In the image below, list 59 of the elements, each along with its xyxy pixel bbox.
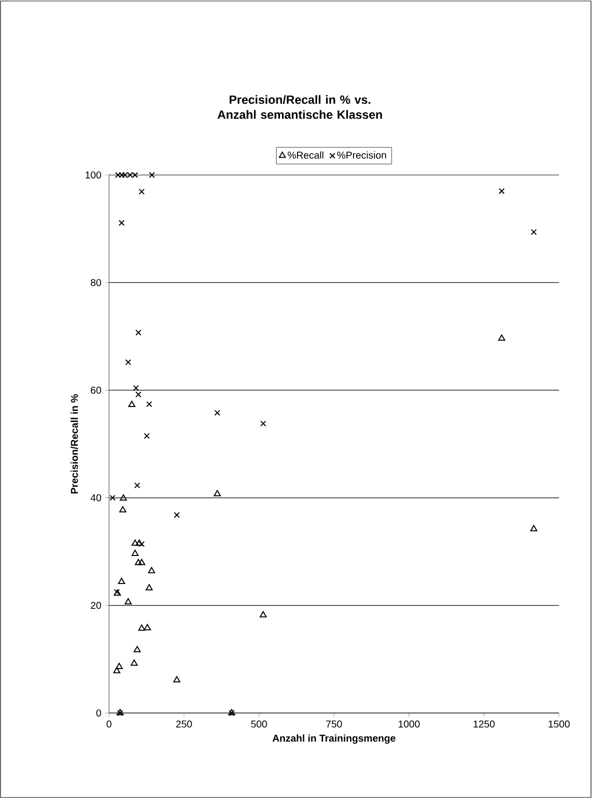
point bbox=[130, 659, 138, 666]
x-tick-label: 0 bbox=[106, 720, 112, 728]
x-tick-label: 500 bbox=[251, 720, 267, 728]
point bbox=[116, 662, 123, 669]
y-tick-label: 100 bbox=[86, 171, 102, 179]
point bbox=[260, 611, 267, 618]
point bbox=[498, 188, 505, 194]
point bbox=[498, 334, 506, 341]
point bbox=[118, 172, 125, 178]
y-tick-label: 0 bbox=[96, 709, 102, 717]
legend-label: %Precision bbox=[337, 151, 386, 159]
point bbox=[110, 494, 116, 501]
point bbox=[133, 385, 139, 392]
y-tick-label: 60 bbox=[90, 386, 102, 394]
point bbox=[260, 420, 266, 427]
y-tick-label: 80 bbox=[90, 279, 102, 286]
x-tick-label: 1250 bbox=[474, 720, 495, 728]
point bbox=[136, 540, 143, 546]
point bbox=[530, 524, 538, 532]
point bbox=[138, 541, 145, 548]
y-tick-label: 20 bbox=[90, 602, 102, 609]
point bbox=[148, 172, 155, 178]
point bbox=[120, 494, 127, 501]
legend-label: %Recall bbox=[288, 151, 324, 159]
point bbox=[132, 550, 139, 556]
point bbox=[118, 220, 125, 226]
x-tick-label: 750 bbox=[326, 720, 342, 728]
x-tick-label: 1000 bbox=[398, 720, 420, 728]
point bbox=[138, 188, 145, 195]
point bbox=[135, 392, 142, 398]
y-axis-title: Precision/Recall in % bbox=[70, 394, 78, 494]
point bbox=[530, 229, 537, 235]
point bbox=[125, 359, 132, 366]
point bbox=[119, 506, 126, 512]
point bbox=[113, 667, 120, 674]
point bbox=[118, 578, 126, 584]
point bbox=[138, 624, 146, 631]
x-axis-title: Anzahl in Trainingsmenge bbox=[272, 734, 396, 744]
y-tick-label: 40 bbox=[90, 494, 102, 502]
point bbox=[132, 540, 139, 546]
chart-title: Precision/Recall in % vs. Anzahl semantische Klassen bbox=[218, 95, 382, 119]
point bbox=[135, 330, 142, 336]
x-tick-label: 1500 bbox=[548, 720, 570, 728]
point bbox=[146, 401, 152, 408]
point bbox=[214, 490, 221, 496]
point bbox=[128, 400, 136, 407]
point bbox=[134, 482, 140, 488]
point bbox=[214, 410, 220, 416]
point bbox=[148, 566, 156, 574]
point bbox=[134, 558, 142, 566]
point bbox=[144, 624, 151, 630]
point bbox=[146, 584, 153, 590]
point bbox=[138, 558, 146, 566]
point bbox=[173, 676, 180, 682]
point bbox=[134, 646, 141, 652]
point bbox=[124, 598, 132, 604]
point bbox=[174, 512, 180, 518]
x-tick-label: 250 bbox=[176, 720, 192, 728]
point bbox=[144, 432, 150, 439]
